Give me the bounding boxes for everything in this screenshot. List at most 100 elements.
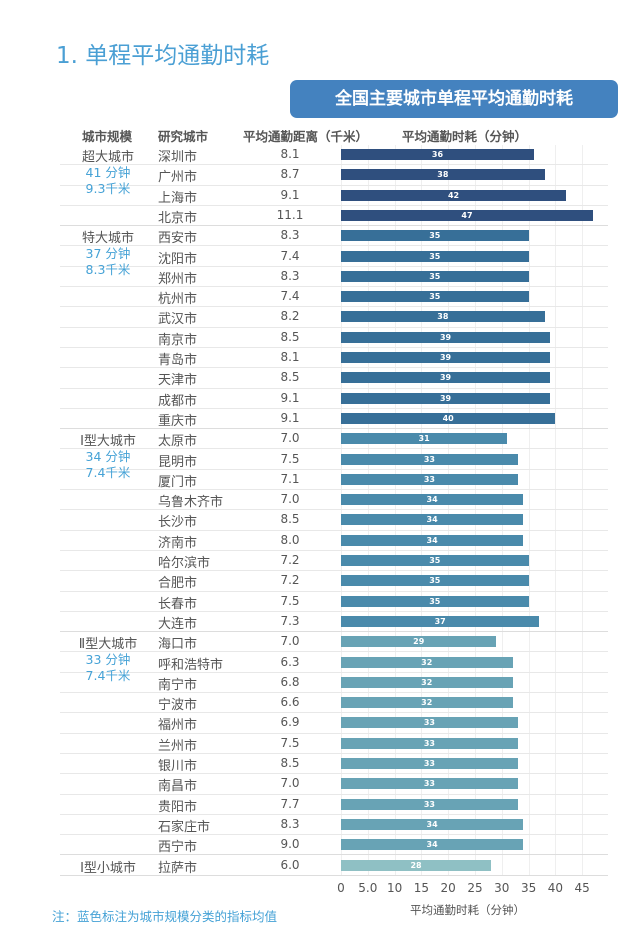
bar-value-label: 38 [437,312,449,322]
bar-value-label: 32 [421,698,433,708]
commute-distance: 7.4 [280,248,300,263]
commute-distance: 7.5 [280,593,300,608]
commute-distance: 8.7 [280,167,300,182]
table-row: 拉萨市 6.0 28 [60,856,608,876]
commute-distance: 6.8 [280,674,300,689]
commute-distance: 8.1 [280,147,300,161]
table-row: 海口市 7.0 29 [60,632,608,653]
table-row: 长沙市 8.5 34 [60,510,608,531]
x-tick-label: 25 [467,881,483,895]
bar-value-label: 33 [423,779,436,789]
commute-distance: 8.5 [280,329,300,344]
city-name: 长春市 [158,596,198,612]
bar [341,494,524,506]
table-row: 天津市 8.5 39 [60,368,608,389]
table-row: 呼和浩特市 6.3 32 [60,653,608,673]
commute-distance: 6.9 [280,715,300,730]
bar [341,615,540,627]
bar [341,778,518,790]
bar [341,189,567,201]
bar-value-label: 33 [423,718,436,728]
bar-value-label: 39 [439,353,452,362]
commute-distance: 7.2 [280,553,300,567]
commute-distance: 7.4 [280,289,300,304]
x-axis-label: 平均通勤时耗（分钟） [410,903,525,917]
bar [341,372,551,384]
group-avg-time: 33 分钟 [85,652,131,668]
bar [341,717,518,729]
bar-value-label: 34 [426,840,438,850]
commute-distance: 7.5 [280,735,300,750]
commute-distance: 9.1 [280,410,300,425]
bar-value-label: 31 [418,434,430,444]
commute-distance: 8.1 [280,350,300,364]
bar-value-label: 34 [426,515,438,525]
commute-distance: 6.3 [280,654,300,669]
bar-value-label: 33 [423,799,436,809]
table-row: 贵阳市 7.7 33 [60,795,608,815]
commute-distance: 8.3 [280,228,300,243]
gridline [501,145,503,876]
page-title: 1. 单程平均通勤时耗 [56,43,270,69]
bar [341,453,518,465]
group-label: 特大城市 37 分钟 8.3千米 [60,227,156,278]
bar-value-label: 39 [439,393,452,403]
bar-value-label: 40 [442,413,454,423]
table-row: 西安市 8.3 35 [60,226,608,247]
bar [341,250,529,262]
bar-value-label: 34 [426,535,438,545]
commute-distance: 8.0 [280,532,300,547]
bar-value-label: 33 [423,738,436,748]
bar-value-label: 35 [429,596,441,606]
bar-value-label: 35 [429,251,441,261]
city-name: 海口市 [158,637,198,653]
table-row: 青岛市 8.1 39 [60,348,608,369]
x-tick-label: 0 [337,881,345,895]
city-name: 南京市 [158,332,198,348]
commute-distance: 9.1 [280,390,300,405]
city-name: 青岛市 [158,353,198,368]
commute-distance: 8.3 [280,268,300,283]
table-row: 成都市 9.1 39 [60,389,608,409]
bar [341,149,534,160]
bar-value-label: 35 [429,556,441,565]
city-name: 西宁市 [158,840,198,856]
table-row: 合肥市 7.2 35 [60,571,608,592]
table-row: 银川市 8.5 33 [60,754,608,775]
bar-value-label: 33 [423,474,436,484]
x-tick-label: 40 [547,881,564,895]
chart-title-banner: 全国主要城市单程平均通勤时耗 [290,80,618,118]
group-avg-distance: 7.4千米 [85,465,131,481]
x-tick-label: 10 [386,881,403,895]
bar-value-label: 32 [421,657,433,667]
bar [341,169,545,181]
commute-distance: 9.1 [280,187,300,202]
group-name: Ⅰ型小城市 [80,860,136,876]
footnote: 注：蓝色标注为城市规模分类的指标均值 [52,909,278,924]
bar [341,676,513,688]
city-name: 厦门市 [158,474,198,490]
bar-value-label: 33 [423,454,436,464]
gridline [528,145,530,876]
bar-value-label: 35 [429,231,441,241]
city-name: 重庆市 [158,413,198,429]
group-avg-time: 41 分钟 [85,165,131,180]
city-name: 上海市 [158,190,198,206]
commute-distance: 8.5 [280,756,300,770]
gridline [394,145,396,876]
city-name: 武汉市 [158,312,198,328]
city-name: 郑州市 [158,271,198,287]
city-name: 拉萨市 [158,860,198,876]
city-name: 呼和浩特市 [158,657,224,673]
table-row: 北京市 11.1 47 [60,206,608,227]
city-name: 兰州市 [158,738,198,754]
city-name: 昆明市 [158,454,198,470]
group-avg-distance: 9.3千米 [85,181,131,196]
city-name: 哈尔滨市 [158,556,211,571]
x-tick-label: 45 [574,881,590,895]
commute-distance: 8.2 [280,309,300,324]
bar-value-label: 42 [447,190,460,200]
gridline [582,145,584,876]
table-row: 杭州市 7.4 35 [60,287,608,308]
city-name: 广州市 [158,170,198,186]
